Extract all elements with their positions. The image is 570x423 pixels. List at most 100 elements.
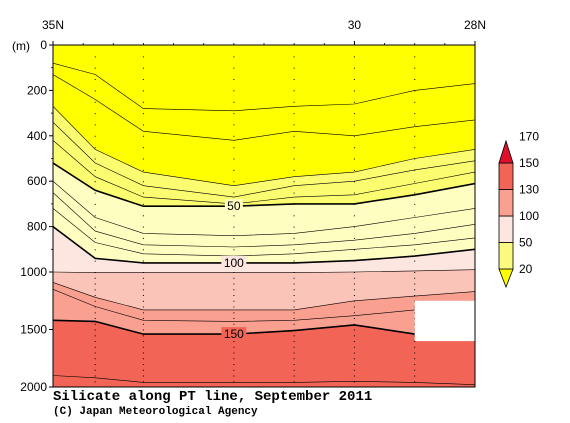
sample-dot — [233, 237, 235, 239]
sample-dot — [142, 101, 144, 103]
contour-line — [53, 375, 475, 385]
contour-line — [53, 62, 475, 112]
sample-dot — [142, 158, 144, 160]
sample-dot — [233, 300, 235, 302]
contour-line — [53, 121, 475, 198]
contour-line — [53, 225, 475, 264]
sample-dot — [142, 135, 144, 137]
sample-dot — [94, 283, 96, 285]
sample-dot — [353, 101, 355, 103]
sample-dot — [142, 358, 144, 360]
colorbar-label: 20 — [519, 262, 533, 276]
colorbar-segment — [498, 162, 514, 190]
sample-dot — [94, 203, 96, 205]
sample-dot — [353, 318, 355, 319]
sample-dot — [353, 192, 355, 194]
sample-dot — [94, 135, 96, 137]
sample-dot — [142, 124, 144, 126]
sample-dot — [94, 79, 96, 80]
sample-dot — [142, 295, 144, 296]
sample-dot — [414, 158, 416, 160]
sample-dot — [233, 226, 235, 228]
sample-dot — [353, 289, 355, 291]
sample-dot — [94, 300, 96, 302]
sample-dot — [353, 249, 355, 251]
sample-dot — [233, 352, 235, 354]
sample-dot — [414, 237, 416, 239]
sample-dot — [414, 192, 416, 194]
sample-dot — [414, 249, 416, 251]
sample-dot — [293, 101, 295, 103]
sample-dot — [233, 135, 235, 137]
sample-dot — [94, 329, 96, 331]
sample-dot — [142, 113, 144, 115]
missing-data-patch — [414, 300, 475, 342]
contour-line — [53, 208, 475, 257]
sample-dot — [142, 181, 144, 183]
sample-dot — [94, 369, 96, 371]
sample-dot — [233, 364, 235, 365]
colorbar-label: 150 — [519, 156, 539, 170]
sample-dot — [414, 67, 416, 69]
sample-dot — [94, 335, 96, 337]
sample-dot — [293, 135, 295, 137]
contour-line — [53, 180, 475, 237]
sample-dot — [233, 306, 235, 308]
colorbar-label: 100 — [519, 209, 539, 223]
contour-line — [53, 74, 475, 141]
sample-dot — [353, 306, 355, 308]
sample-dot — [353, 56, 355, 58]
sample-dot — [414, 215, 416, 217]
sample-dot — [293, 323, 295, 325]
contour-line — [53, 106, 475, 187]
y-tick-label: 800 — [27, 220, 47, 234]
sample-dot — [293, 283, 295, 285]
sample-dot — [293, 79, 295, 80]
sample-dot — [353, 300, 355, 302]
sample-dot — [293, 260, 295, 262]
sample-dot — [233, 124, 235, 126]
sample-dot — [142, 329, 144, 331]
sample-dot — [293, 318, 295, 319]
colorbar-upper-arrow — [498, 139, 514, 164]
sample-dot — [233, 323, 235, 325]
missing-data-region — [414, 300, 475, 342]
colorbar-label: 130 — [519, 183, 539, 197]
sample-dot — [94, 226, 96, 228]
sample-dot — [293, 375, 295, 377]
sample-dot — [233, 283, 235, 285]
sample-dot — [293, 237, 295, 239]
contour-label-bg — [221, 255, 247, 269]
sample-dot — [142, 260, 144, 262]
sample-dot — [94, 113, 96, 115]
sample-dot — [233, 67, 235, 69]
sample-dot — [233, 375, 235, 377]
sample-dot — [94, 260, 96, 262]
sample-dot — [353, 90, 355, 92]
sample-dot — [353, 358, 355, 360]
sample-dot — [94, 181, 96, 183]
sample-dot — [94, 215, 96, 217]
sample-dot — [353, 352, 355, 354]
colorbar-label: 50 — [519, 236, 533, 250]
colorbar-segment — [498, 189, 514, 217]
sample-dot — [414, 226, 416, 228]
sample-dot — [293, 147, 295, 149]
y-axis-label: (m) — [12, 39, 30, 53]
sample-dot — [142, 346, 144, 348]
sample-dot — [353, 329, 355, 331]
sample-dot — [353, 135, 355, 137]
sample-dot — [233, 249, 235, 251]
sample-dot — [414, 358, 416, 360]
sample-dot — [94, 192, 96, 194]
sample-dot — [353, 158, 355, 160]
y-tick-label: 1500 — [20, 323, 47, 337]
contour-label: 150 — [224, 327, 244, 341]
sample-dot — [353, 215, 355, 217]
sample-dot — [233, 215, 235, 217]
sample-dot — [94, 323, 96, 325]
sample-dot — [353, 272, 355, 273]
contour-label: 100 — [224, 256, 244, 270]
sample-dot — [353, 283, 355, 285]
